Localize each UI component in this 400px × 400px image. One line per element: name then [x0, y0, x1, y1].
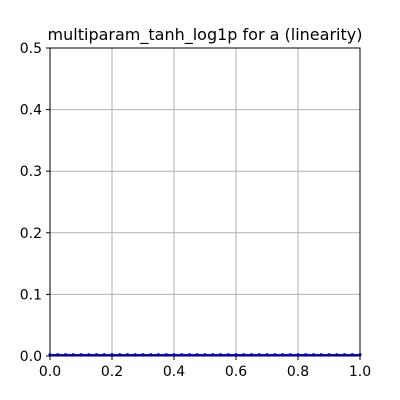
axes-frame: [49, 47, 361, 357]
y-tick-label: 0.5: [20, 41, 42, 57]
x-tick-label: 0.0: [39, 364, 61, 380]
y-tick-label: 0.0: [20, 349, 42, 365]
x-tick-label: 0.6: [225, 364, 247, 380]
x-tick-label: 0.4: [163, 364, 185, 380]
x-tick-label: 1.0: [349, 364, 371, 380]
y-tick-label: 0.4: [20, 103, 42, 119]
plot-background: [50, 48, 360, 356]
y-tick-label: 0.2: [20, 226, 42, 242]
grid: [49, 47, 361, 357]
x-tick-label: 0.2: [101, 364, 123, 380]
plot-area: 0.0 0.2 0.4 0.6 0.8 1.0 0.0 0.1 0.2 0.3 0.4 0.5: [20, 41, 371, 380]
y-tick-label: 0.1: [20, 287, 42, 303]
y-tick-label: 0.3: [20, 164, 42, 180]
x-tick-label: 0.8: [287, 364, 309, 380]
chart-title: multiparam_tanh_log1p for a (linearity): [48, 25, 363, 45]
ticks: 0.0 0.2 0.4 0.6 0.8 1.0 0.0 0.1 0.2 0.3 0.4 0.5: [20, 41, 371, 380]
